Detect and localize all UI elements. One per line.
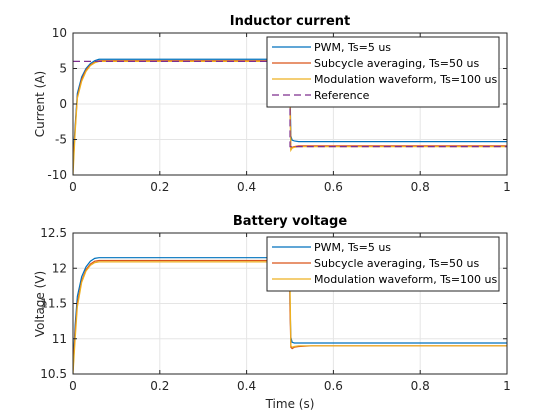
battery-voltage-legend-box xyxy=(266,236,500,292)
battery-voltage-x-tick-label: 0.6 xyxy=(324,379,343,393)
inductor-current-y-tick-label: 10 xyxy=(52,26,67,40)
battery-voltage-x-tick-label: 1 xyxy=(503,379,511,393)
inductor-current-x-tick-label: 0.6 xyxy=(324,180,343,194)
inductor-current-legend-label-3: Modulation waveform, Ts=100 us xyxy=(314,73,498,86)
inductor-current-legend-label-2: Subcycle averaging, Ts=50 us xyxy=(314,57,479,70)
inductor-current-series-3-line xyxy=(73,60,507,175)
inductor-current-title: Inductor current xyxy=(230,14,351,29)
inductor-current-series-2-line xyxy=(73,60,507,168)
inductor-current-series-1-line xyxy=(73,58,507,161)
inductor-current-legend: PWM, Ts=5 us Subcycle averaging, Ts=50 us… xyxy=(266,36,500,108)
battery-voltage-title: Battery voltage xyxy=(233,214,347,229)
battery-voltage-axes: Battery voltage Voltage (V) Time (s) 0 0.… xyxy=(33,214,511,411)
battery-voltage-x-tick-label: 0.8 xyxy=(411,379,430,393)
inductor-current-x-tick-label: 0 xyxy=(69,180,77,194)
battery-voltage-legend-label-3: Modulation waveform, Ts=100 us xyxy=(314,273,498,286)
battery-voltage-legend-label-1: PWM, Ts=5 us xyxy=(314,241,391,254)
inductor-current-y-tick-label: -5 xyxy=(55,133,67,147)
battery-voltage-series-1-line xyxy=(73,257,507,367)
inductor-current-legend-label-4: Reference xyxy=(314,89,370,102)
inductor-current-x-tick-label: 0.2 xyxy=(150,180,169,194)
inductor-current-y-tick-label: 5 xyxy=(59,62,67,76)
battery-voltage-series-3-line xyxy=(73,261,507,374)
inductor-current-y-tick-label: -10 xyxy=(47,168,67,182)
battery-voltage-y-tick-label: 11 xyxy=(52,332,67,346)
inductor-current-y-tick-label: 0 xyxy=(59,97,67,111)
battery-voltage-x-tick-label: 0.4 xyxy=(237,379,256,393)
inductor-current-ylabel: Current (A) xyxy=(33,71,47,137)
battery-voltage-x-tick-label: 0 xyxy=(69,379,77,393)
battery-voltage-y-tick-label: 12.5 xyxy=(40,226,67,240)
inductor-current-x-tick-label: 0.8 xyxy=(411,180,430,194)
inductor-current-legend-label-1: PWM, Ts=5 us xyxy=(314,41,391,54)
battery-voltage-y-tick-label: 12 xyxy=(52,261,67,275)
battery-voltage-y-tick-label: 10.5 xyxy=(40,367,67,381)
battery-voltage-legend-label-2: Subcycle averaging, Ts=50 us xyxy=(314,257,479,270)
battery-voltage-xlabel: Time (s) xyxy=(265,397,315,411)
battery-voltage-legend: PWM, Ts=5 us Subcycle averaging, Ts=50 us… xyxy=(266,236,500,292)
inductor-current-axes: Inductor current Current (A) 0 0.2 0.4 0.6 0… xyxy=(33,14,511,194)
battery-voltage-x-tick-label: 0.2 xyxy=(150,379,169,393)
inductor-current-x-tick-label: 0.4 xyxy=(237,180,256,194)
battery-voltage-y-tick-label: 11.5 xyxy=(40,297,67,311)
inductor-current-x-tick-label: 1 xyxy=(503,180,511,194)
battery-voltage-ylabel: Voltage (V) xyxy=(33,271,47,337)
